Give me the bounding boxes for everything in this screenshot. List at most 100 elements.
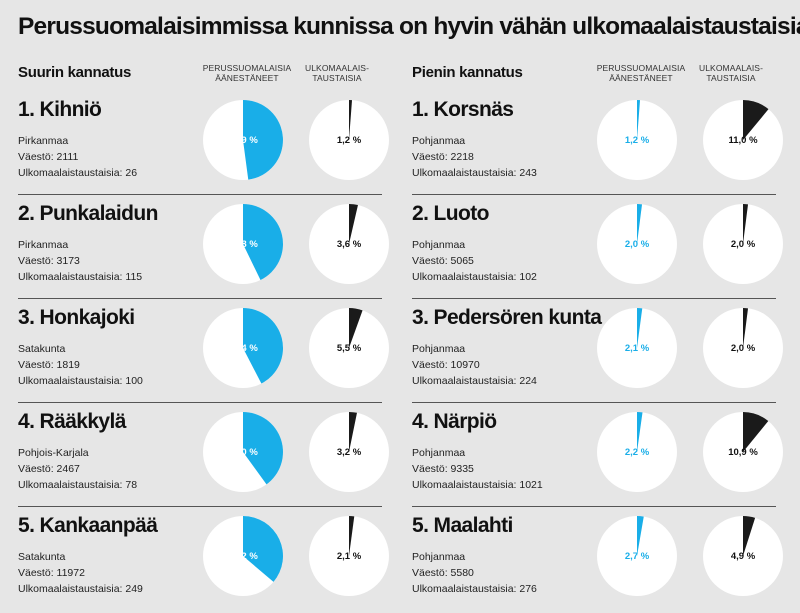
foreign-count-text: Ulkomaalaistaustaisia: 224 [412,375,537,387]
column-pienin-kannatus: Pienin kannatus PERUSSUOMALAISIA ÄÄNESTÄN… [412,58,790,613]
municipality-row: 3. Pedersören kunta Pohjanmaa Väestö: 1097… [412,299,783,403]
municipality-info: Pirkanmaa Väestö: 3173 Ulkomaalaistaustais… [18,237,142,285]
ul-pie-label: 1,2 % [336,134,362,146]
column-suurin-kannatus: Suurin kannatus PERUSSUOMALAISIA ÄÄNESTÄN… [18,58,396,613]
ps-pie: 47,9 % [202,99,284,181]
population-text: Väestö: 11972 [18,567,85,579]
foreign-count-text: Ulkomaalaistaustaisia: 100 [18,375,143,387]
ps-pie-slice [243,412,283,485]
municipality-info: Pirkanmaa Väestö: 2111 Ulkomaalaistaustais… [18,133,137,181]
ul-pie-slice [349,412,357,452]
ul-pie-label: 3,2 % [336,446,362,458]
ul-pie-svg [309,412,389,492]
municipality-row: 3. Honkajoki Satakunta Väestö: 1819 Ulkomaa… [18,299,389,403]
municipality-name: 5. Maalahti [412,514,513,537]
ps-pie: 1,2 % [596,99,678,181]
ul-pie-slice [349,204,358,244]
population-text: Väestö: 3173 [18,255,80,267]
column-header: Pienin kannatus PERUSSUOMALAISIA ÄÄNESTÄN… [412,58,790,98]
population-text: Väestö: 2467 [18,463,80,475]
ul-pie: 4,9 % [702,515,784,597]
municipality-row: 5. Kankaanpää Satakunta Väestö: 11972 Ulkom… [18,507,389,610]
ul-pie-svg [309,204,389,284]
ul-pie-label: 11,0 % [728,134,758,146]
municipality-info: Pohjanmaa Väestö: 5065 Ulkomaalaistaustais… [412,237,537,285]
ps-pie-slice [637,99,641,140]
ps-pie-svg [203,100,283,180]
ps-pie-label: 42,4 % [228,342,258,354]
population-text: Väestö: 1819 [18,359,80,371]
municipality-info: Pohjanmaa Väestö: 9335 Ulkomaalaistaustais… [412,445,543,493]
population-text: Väestö: 5065 [412,255,474,267]
ul-pie: 3,2 % [308,411,390,493]
ps-pie-label: 42,8 % [228,238,258,250]
ul-pie-label: 5,5 % [336,342,362,354]
ps-pie-svg [597,204,677,284]
foreign-count-text: Ulkomaalaistaustaisia: 78 [18,479,138,491]
municipality-row: 2. Punkalaidun Pirkanmaa Väestö: 3173 Ulkom… [18,195,389,299]
ul-pie: 1,2 % [308,99,390,181]
column-header: Suurin kannatus PERUSSUOMALAISIA ÄÄNESTÄN… [18,58,396,98]
ps-pie-slice [243,204,284,280]
ps-pie: 2,7 % [596,515,678,597]
ul-pie-svg [309,308,389,388]
ul-pie-slice [743,412,769,452]
municipality-info: Pohjois-Karjala Väestö: 2467 Ulkomaalaista… [18,445,137,493]
region-text: Pohjanmaa [412,551,466,563]
ul-pie-slice [349,516,355,556]
region-text: Pohjanmaa [412,343,466,355]
ul-column-header: ULKOMAALAIS-TAUSTAISIA [698,63,764,83]
region-text: Pirkanmaa [18,239,69,251]
ul-pie-label: 2,1 % [336,550,362,562]
ul-pie-label: 10,9 % [728,446,758,458]
ul-pie-svg [309,516,389,596]
ps-pie-svg [203,308,284,388]
ul-pie: 2,0 % [702,307,784,389]
ps-pie-label: 40,0 % [228,446,258,458]
section-title: Suurin kannatus [18,64,132,81]
ps-pie-label: 2,2 % [624,446,650,458]
ul-pie-svg [703,204,783,284]
municipality-name: 1. Kihniö [18,98,102,121]
ps-pie-svg [597,308,677,388]
ps-pie-label: 1,2 % [624,134,650,146]
municipality-info: Pohjanmaa Väestö: 10970 Ulkomaalaistaustai… [412,341,537,389]
municipality-row: 4. Rääkkylä Pohjois-Karjala Väestö: 2467 Ul… [18,403,389,507]
ps-pie-slice [637,308,643,348]
ul-pie-slice [743,308,749,348]
foreign-count-text: Ulkomaalaistaustaisia: 26 [18,167,138,179]
ps-pie: 2,0 % [596,203,678,285]
ps-pie-svg [597,412,677,492]
municipality-row: 5. Maalahti Pohjanmaa Väestö: 5580 Ulkomaal… [412,507,783,610]
ul-column-header: ULKOMAALAIS-TAUSTAISIA [304,63,370,83]
ul-pie-label: 3,6 % [336,238,362,250]
municipality-name: 3. Honkajoki [18,306,135,329]
ul-pie: 10,9 % [702,411,784,493]
municipality-info: Satakunta Väestö: 11972 Ulkomaalaistaustai… [18,549,143,597]
ps-pie-slice [243,308,284,384]
ul-pie-label: 4,9 % [730,550,756,562]
ul-pie-svg [703,100,783,180]
ps-pie-svg [597,99,677,180]
ul-pie-label: 2,0 % [730,238,756,250]
municipality-name: 2. Luoto [412,202,489,225]
municipality-name: 5. Kankaanpää [18,514,158,537]
ps-column-header: PERUSSUOMALAISIA ÄÄNESTÄNEET [202,63,292,83]
municipality-name: 3. Pedersören kunta [412,306,602,329]
ps-pie-label: 2,0 % [624,238,650,250]
municipality-row: 1. Kihniö Pirkanmaa Väestö: 2111 Ulkomaalai… [18,91,389,195]
municipality-name: 4. Rääkkylä [18,410,126,433]
ps-pie-slice [243,516,284,582]
ul-pie: 11,0 % [702,99,784,181]
ul-pie-svg [309,99,389,180]
ul-pie: 3,6 % [308,203,390,285]
foreign-count-text: Ulkomaalaistaustaisia: 1021 [412,479,543,491]
ul-pie-svg [703,308,783,388]
municipality-row: 4. Närpiö Pohjanmaa Väestö: 9335 Ulkomaalai… [412,403,783,507]
foreign-count-text: Ulkomaalaistaustaisia: 276 [412,583,537,595]
population-text: Väestö: 2218 [412,151,474,163]
ps-pie: 40,0 % [202,411,284,493]
municipality-name: 4. Närpiö [412,410,497,433]
municipality-info: Satakunta Väestö: 1819 Ulkomaalaistaustais… [18,341,143,389]
region-text: Pohjanmaa [412,239,466,251]
